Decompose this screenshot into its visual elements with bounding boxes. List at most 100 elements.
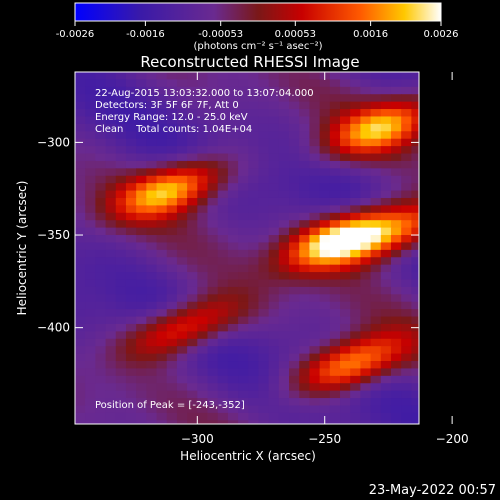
- heatmap-cell: [197, 86, 208, 95]
- heatmap-cell: [390, 361, 402, 369]
- heatmap-cell: [258, 264, 270, 273]
- x-tick-label: −300: [181, 432, 214, 446]
- heatmap-cell: [370, 109, 382, 117]
- heatmap-cell: [146, 279, 158, 288]
- heatmap-cell: [299, 235, 310, 243]
- heatmap-cell: [197, 227, 208, 236]
- heatmap-cell: [146, 235, 158, 243]
- heatmap-cell: [207, 79, 219, 88]
- heatmap-cell: [176, 323, 188, 332]
- heatmap-cell: [360, 212, 372, 221]
- heatmap-cell: [166, 390, 178, 399]
- heatmap-cell: [248, 279, 259, 288]
- heatmap-cell: [115, 316, 127, 325]
- heatmap-cell: [105, 235, 117, 243]
- heatmap-cell: [146, 183, 158, 192]
- heatmap-cell: [370, 175, 382, 184]
- heatmap-cell: [411, 227, 419, 236]
- heatmap-cell: [136, 412, 147, 421]
- annotation-clean: Clean Total counts: 1.04E+04: [95, 124, 252, 135]
- heatmap-cell: [278, 316, 290, 325]
- heatmap-cell: [340, 405, 351, 414]
- heatmap-cell: [380, 405, 392, 414]
- heatmap-cell: [95, 183, 107, 192]
- heatmap-cell: [401, 338, 412, 347]
- heatmap-cell: [75, 190, 86, 199]
- heatmap-cell: [238, 316, 249, 325]
- heatmap-cell: [401, 123, 412, 132]
- heatmap-cell: [380, 101, 392, 110]
- heatmap-cell: [166, 197, 178, 206]
- heatmap-cell: [125, 197, 137, 206]
- heatmap-cell: [309, 286, 321, 295]
- heatmap-cell: [319, 309, 331, 318]
- heatmap-cell: [105, 116, 117, 125]
- heatmap-cell: [166, 361, 178, 369]
- heatmap-cell: [115, 346, 127, 355]
- heatmap-cell: [227, 220, 239, 229]
- heatmap-cell: [401, 405, 412, 414]
- heatmap-cell: [75, 183, 86, 192]
- heatmap-cell: [329, 227, 341, 236]
- heatmap-cell: [105, 86, 117, 95]
- heatmap-cell: [217, 242, 229, 251]
- chart-title: Reconstructed RHESSI Image: [140, 53, 359, 71]
- heatmap-cell: [299, 131, 310, 140]
- heatmap-cell: [146, 420, 158, 424]
- heatmap-cell: [227, 294, 239, 303]
- heatmap-cell: [187, 294, 198, 303]
- heatmap-cell: [136, 405, 147, 414]
- heatmap-cell: [217, 160, 229, 169]
- heatmap-cell: [238, 197, 249, 206]
- heatmap-cell: [278, 309, 290, 318]
- heatmap-cell: [217, 175, 229, 184]
- heatmap-cell: [360, 353, 372, 362]
- heatmap-cell: [115, 160, 127, 169]
- heatmap-cell: [350, 109, 361, 117]
- heatmap-cell: [329, 101, 341, 110]
- heatmap-cell: [197, 294, 208, 303]
- heatmap-cell: [360, 294, 372, 303]
- heatmap-cell: [227, 257, 239, 266]
- heatmap-cell: [370, 79, 382, 88]
- heatmap-cell: [207, 116, 219, 125]
- heatmap-cell: [258, 146, 270, 155]
- heatmap-cell: [411, 205, 419, 214]
- heatmap-cell: [187, 123, 198, 132]
- heatmap-cell: [207, 331, 219, 340]
- heatmap-cell: [156, 168, 168, 177]
- heatmap-cell: [268, 405, 280, 414]
- heatmap-cell: [187, 338, 198, 347]
- colorbar-tick-label: 0.0016: [353, 29, 388, 40]
- heatmap-cell: [125, 323, 137, 332]
- heatmap-cell: [85, 316, 96, 325]
- heatmap-cell: [268, 227, 280, 236]
- heatmap-cell: [370, 323, 382, 332]
- heatmap-cell: [217, 72, 229, 80]
- heatmap-cell: [146, 138, 158, 147]
- heatmap-cell: [156, 309, 168, 318]
- heatmap-cell: [309, 368, 321, 377]
- heatmap-cell: [238, 205, 249, 214]
- heatmap-cell: [248, 375, 259, 384]
- heatmap-cell: [115, 353, 127, 362]
- heatmap-cell: [197, 346, 208, 355]
- heatmap-cell: [176, 227, 188, 236]
- heatmap-cell: [350, 101, 361, 110]
- heatmap-cell: [258, 131, 270, 140]
- heatmap-cell: [136, 205, 147, 214]
- heatmap-cell: [248, 86, 259, 95]
- heatmap-cell: [380, 390, 392, 399]
- heatmap-cell: [329, 249, 341, 258]
- heatmap-cell: [176, 175, 188, 184]
- heatmap-cell: [340, 272, 351, 280]
- heatmap-cell: [136, 79, 147, 88]
- heatmap-cell: [258, 72, 270, 80]
- heatmap-cell: [146, 264, 158, 273]
- heatmap-cell: [360, 101, 372, 110]
- heatmap-cell: [105, 227, 117, 236]
- heatmap-cell: [207, 197, 219, 206]
- heatmap-cell: [319, 398, 331, 406]
- heatmap-cell: [85, 331, 96, 340]
- heatmap-cell: [217, 212, 229, 221]
